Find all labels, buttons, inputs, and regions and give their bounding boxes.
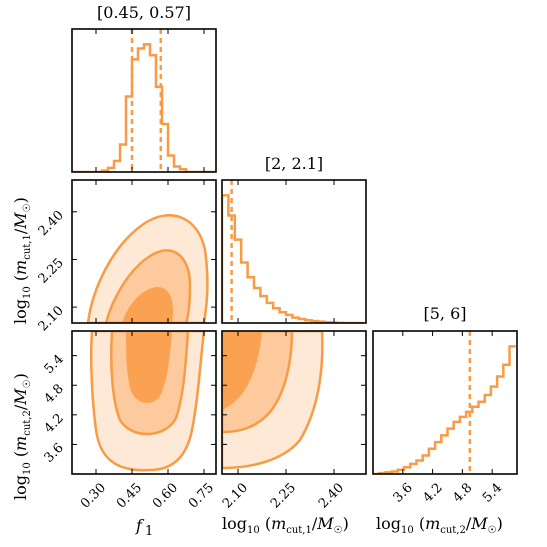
x-tick-label: 2.40 (316, 480, 347, 511)
hist-mcut1 (222, 180, 363, 323)
ticks-x-hist-mcut1 (237, 180, 335, 323)
x-label-f1-sub: 1 (145, 524, 153, 539)
contour-level-1sigma (222, 331, 262, 410)
diag-title-0: [0.45, 0.57] (97, 3, 191, 22)
diag-title-2: [5, 6] (423, 304, 466, 323)
ticks-y-mcut2-inner (222, 355, 366, 445)
x-tick-label: 4.2 (420, 480, 445, 505)
x-tick-label: 0.60 (150, 480, 181, 511)
panel-frame-f1-mcut2 (71, 330, 217, 475)
y-tick-label: 3.6 (42, 441, 67, 466)
x-tick-label: 4.8 (450, 480, 475, 505)
contour-mcut1-mcut2 (222, 331, 324, 470)
x-label-f1: f 1 (135, 516, 153, 539)
y-label-mcut2: log10 (mcut,2/M☉) (11, 373, 33, 500)
ticks-x-f1-mcut1 (95, 180, 205, 323)
x-tick-label: 3.6 (391, 480, 416, 505)
svg-text:log10 (mcut,2/M☉): log10 (mcut,2/M☉) (11, 373, 33, 500)
x-tick-label: 5.4 (480, 480, 505, 505)
contour-f1-mcut1 (86, 214, 209, 323)
x-label-mcut2: log10 (mcut,2/M☉) (376, 514, 503, 536)
panel-frame-f1 (71, 28, 217, 173)
svg-text:log10 (mcut,1/M☉): log10 (mcut,1/M☉) (11, 197, 33, 324)
hist-f1 (72, 29, 216, 172)
x-label-mcut1: log10 (mcut,1/M☉) (222, 514, 349, 536)
x-tick-label: 2.10 (220, 480, 251, 511)
hist-mcut2 (373, 331, 516, 474)
y-label-mcut1: log10 (mcut,1/M☉) (11, 197, 33, 324)
contour-f1-mcut2 (89, 331, 206, 472)
y-tick-label: 2.10 (36, 303, 67, 334)
svg-text:log10 (mcut,2/M☉): log10 (mcut,2/M☉) (376, 514, 503, 536)
ticks-x-hist-f1 (95, 29, 205, 172)
y-tick-label: 4.8 (42, 381, 67, 406)
svg-text:log10 (mcut,1/M☉): log10 (mcut,1/M☉) (222, 514, 349, 536)
x-tick-label: 0.45 (114, 480, 145, 511)
contour-level-1sigma (126, 331, 172, 403)
diag-title-1: [2, 2.1] (265, 154, 323, 173)
panel-frame-mcut1 (221, 179, 367, 324)
y-tick-label: 2.40 (36, 208, 67, 239)
contour-level-3sigma (86, 214, 209, 323)
contour-level-1sigma (122, 286, 174, 323)
histogram-step (373, 345, 516, 474)
ticks-x-mcut2-bottom: 3.6 4.2 4.8 5.4 (391, 331, 505, 506)
panel-frame-mcut2 (372, 330, 518, 475)
x-label-f1-main: f (135, 516, 145, 535)
x-tick-label: 2.25 (268, 480, 299, 511)
x-tick-label: 0.30 (78, 480, 109, 511)
y-tick-label: 2.25 (36, 256, 67, 287)
histogram-step (222, 194, 363, 323)
y-tick-label: 4.2 (42, 411, 67, 436)
panel-frame-mcut1-mcut2 (221, 330, 367, 475)
histogram-step (72, 43, 216, 172)
y-tick-label: 5.4 (42, 352, 67, 377)
x-tick-label: 0.75 (186, 480, 217, 511)
panel-frame-f1-mcut1 (71, 179, 217, 324)
